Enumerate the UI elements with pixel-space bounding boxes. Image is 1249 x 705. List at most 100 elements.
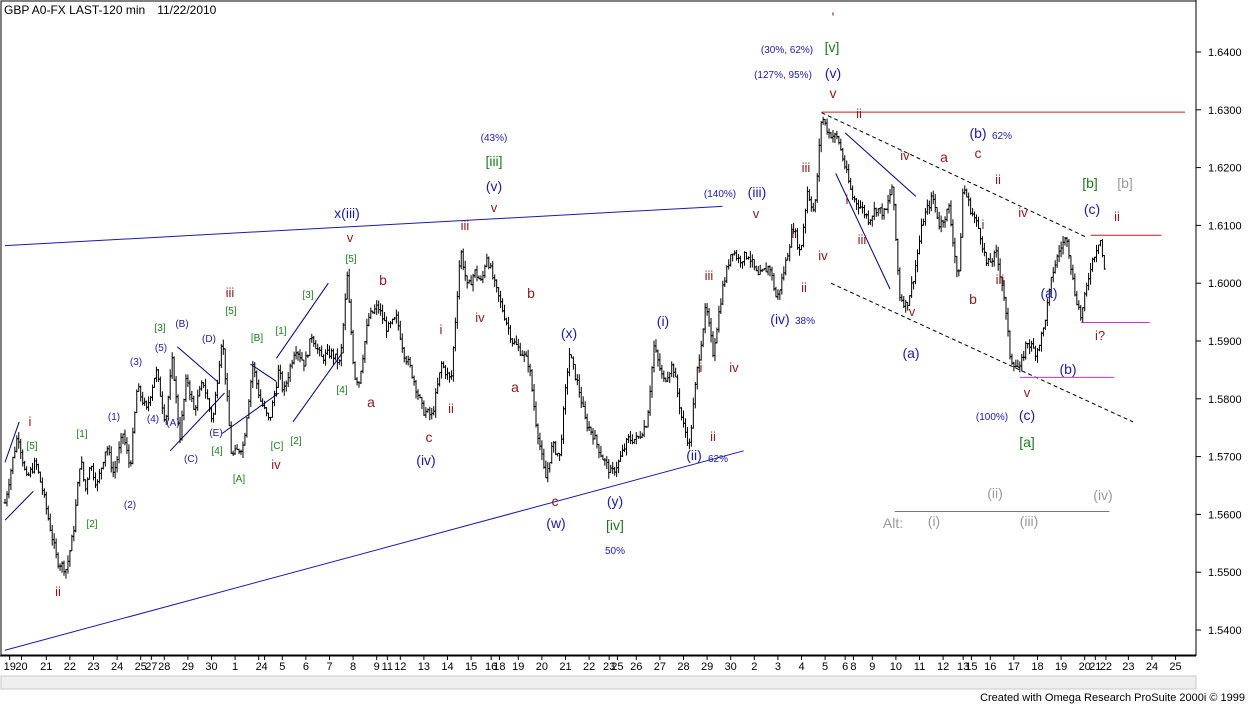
wave-label: ii xyxy=(710,429,716,444)
wedge-5 xyxy=(275,282,329,359)
upper-channel-line xyxy=(4,205,723,247)
lower-channel-line xyxy=(4,450,744,651)
x-tick-label: 14 xyxy=(441,661,453,673)
y-tick-label: 1.5500 xyxy=(1208,567,1242,579)
y-tick-label: 1.5700 xyxy=(1208,452,1242,464)
x-tick-label: 5 xyxy=(279,661,285,673)
wave-label: ii xyxy=(995,172,1001,187)
price-bars xyxy=(3,116,1106,579)
wave-label: [b] xyxy=(1117,175,1133,191)
x-tick-label: 12 xyxy=(937,661,949,673)
date-label: 11/22/2010 xyxy=(157,3,217,17)
x-tick-label: 30 xyxy=(725,661,737,673)
wave-label: (y) xyxy=(607,493,623,509)
wave-label: [C] xyxy=(271,441,284,452)
wave-label: ii xyxy=(55,584,61,599)
x-tick-label: 28 xyxy=(158,661,170,673)
x-tick-label: 26 xyxy=(630,661,642,673)
y-tick-label: 1.6300 xyxy=(1208,105,1242,117)
wave-label: 38% xyxy=(795,316,815,327)
x-tick-label: 23 xyxy=(1122,661,1134,673)
y-tick-label: 1.5600 xyxy=(1208,509,1242,521)
wave-label: [2] xyxy=(86,519,97,530)
wave-label: iii xyxy=(858,232,867,247)
wave-label: (iv) xyxy=(416,452,435,468)
x-tick-label: 20 xyxy=(536,661,548,673)
x-tick-label: 8 xyxy=(350,661,356,673)
wave-label: (140%) xyxy=(704,189,736,200)
wave-label: (i) xyxy=(657,313,669,329)
y-axis: 1.6400 1.6300 1.6200 1.6100 1.6000 1.5900 1.58… xyxy=(1196,47,1242,637)
wave-label: iii xyxy=(226,285,235,300)
wave-label: (ii) xyxy=(987,485,1003,501)
wave-label: c xyxy=(552,493,559,509)
wave-label: (b) xyxy=(969,125,986,141)
wave-label: [A] xyxy=(233,474,245,485)
wave-label: iv xyxy=(900,148,910,163)
wave-label: [iv] xyxy=(606,517,624,533)
wave-label: (c) xyxy=(1084,201,1100,217)
horizontal-scrollbar[interactable] xyxy=(0,675,1197,690)
wave-label: iv xyxy=(1018,205,1028,220)
wave-label: x(iii) xyxy=(334,205,360,221)
wave-label: [iii] xyxy=(485,153,502,169)
wave-label: (ii) xyxy=(686,447,702,463)
start-wedge-1 xyxy=(4,421,20,463)
wave-label: (1) xyxy=(108,412,120,423)
credit-text: Created with Omega Research ProSuite 200… xyxy=(980,692,1245,704)
wave-label: (b) xyxy=(1059,361,1076,377)
wave-label: v xyxy=(753,206,760,221)
x-tick-label: 13 xyxy=(418,661,430,673)
x-tick-label: 18 xyxy=(493,661,505,673)
wave-label: ' xyxy=(832,9,835,25)
wedge-2 xyxy=(176,346,218,382)
wave-label: [5] xyxy=(26,441,37,452)
x-tick-label: 16 xyxy=(485,661,497,673)
wave-label: i xyxy=(846,192,849,207)
x-tick-label: 19 xyxy=(1055,661,1067,673)
wave-label: (D) xyxy=(202,334,216,345)
x-tick-label: 19 xyxy=(512,661,524,673)
wave-label: c xyxy=(426,429,433,445)
x-tick-label: 21 xyxy=(40,661,52,673)
wave-label: (30%, 62%) xyxy=(761,45,813,56)
wave-label: iii xyxy=(461,218,470,233)
chart-header: GBP A0-FX LAST-120 min 11/22/2010 xyxy=(4,3,228,17)
wave-label: (4) xyxy=(147,414,159,425)
plot-frame xyxy=(0,0,1197,656)
wave-label: (v) xyxy=(486,178,502,194)
x-tick-label: 11 xyxy=(382,661,393,673)
x-tick-label: 27 xyxy=(145,661,157,673)
wave-label: ii xyxy=(801,280,807,295)
x-tick-label: 18 xyxy=(1031,661,1043,673)
x-tick-label: 24 xyxy=(111,661,123,673)
x-tick-label: 30 xyxy=(205,661,217,673)
x-tick-label: 10 xyxy=(890,661,902,673)
x-tick-label: 15 xyxy=(465,661,477,673)
wave-label: i xyxy=(29,414,32,429)
x-tick-label: 13 xyxy=(957,661,969,673)
wave-label: (3) xyxy=(130,357,142,368)
wave-label: (iii) xyxy=(1020,513,1039,529)
x-tick-label: 22 xyxy=(64,661,76,673)
wave-label: Alt: xyxy=(883,515,903,531)
wave-label: b xyxy=(969,291,977,307)
wave-label: iii xyxy=(802,160,811,175)
wave-label: [1] xyxy=(275,326,286,337)
wave-label: (x) xyxy=(561,325,577,341)
x-tick-label: 1 xyxy=(232,661,238,673)
wave-label: v xyxy=(347,230,354,245)
wave-label: i xyxy=(440,322,443,337)
wave-label: (C) xyxy=(184,454,198,465)
wave-label: v xyxy=(1024,385,1031,400)
x-tick-label: 25 xyxy=(611,661,623,673)
wave-label: b xyxy=(379,272,387,288)
x-tick-label: 12 xyxy=(394,661,406,673)
wave-label: c xyxy=(975,145,982,161)
wave-label: (43%) xyxy=(481,133,508,144)
x-tick-label: 19 xyxy=(4,661,16,673)
x-tick-label: 20 xyxy=(1079,661,1091,673)
x-tick-label: 29 xyxy=(182,661,194,673)
wave-label: b xyxy=(527,285,535,301)
